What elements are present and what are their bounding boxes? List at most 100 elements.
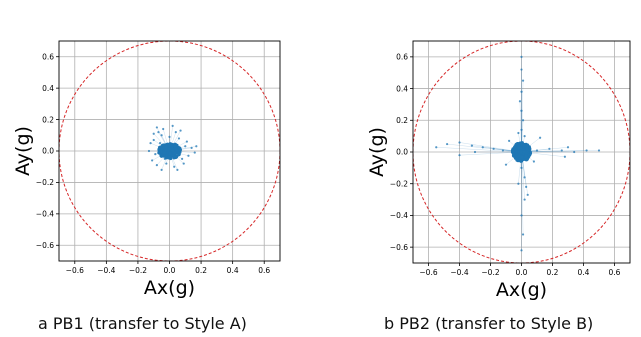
core-point [527,153,531,157]
core-point [177,152,181,157]
data-point [446,142,449,146]
y-tick-label: 0.0 [396,148,408,157]
x-tick-label: 0.0 [516,268,528,277]
data-point [560,149,563,152]
core-point [525,143,530,147]
data-point [173,165,176,168]
core-point [169,142,173,146]
x-tick-label: 0.0 [164,266,176,275]
data-point [179,129,182,132]
data-point [481,146,484,149]
data-point [174,131,177,134]
data-point [160,168,163,171]
x-axis-label: Ax(g) [144,277,195,299]
data-point [523,135,526,138]
y-tick-label: −0.2 [36,178,54,187]
data-point [520,166,523,169]
core-point [162,151,166,155]
data-point [525,185,528,188]
core-point [168,147,172,151]
plot-content [413,41,630,263]
data-point [526,193,529,196]
trace-line [521,150,600,153]
data-point [435,146,438,149]
core-point [514,153,518,158]
y-tick-label: 0.0 [42,147,54,156]
trace-line [521,80,524,153]
data-point [158,142,162,145]
y-tick-label: −0.6 [36,241,54,250]
y-tick-label: 0.4 [42,84,54,93]
x-tick-label: −0.2 [129,266,147,275]
trace-line [436,147,522,153]
data-point [539,136,542,139]
core-point [512,145,517,150]
data-point [566,146,570,149]
data-point [149,142,152,145]
caption-pb2: b PB2 (transfer to Style B) [384,314,594,333]
data-point [492,147,495,150]
data-point [521,119,525,122]
data-point [160,134,163,137]
data-point [548,147,551,150]
x-tick-label: 0.2 [195,266,207,275]
core-point [164,145,168,149]
data-point [193,151,196,154]
y-axis-label: Ay(g) [12,126,34,176]
caption-pb1: a PB1 (transfer to Style A) [38,314,247,333]
data-point [190,146,193,149]
data-point [473,150,477,154]
x-tick-label: −0.4 [97,266,115,275]
core-point [167,155,171,159]
y-tick-label: 0.4 [396,84,408,93]
data-point [154,153,157,156]
core-point [157,147,161,151]
core-point [522,150,526,154]
y-tick-label: 0.2 [42,115,54,124]
x-tick-label: 0.4 [227,266,239,275]
core-point [519,159,523,163]
data-point [458,141,461,144]
data-point [563,155,567,158]
y-tick-label: −0.6 [390,243,408,252]
trace-line [521,151,524,235]
y-tick-label: 0.2 [396,116,408,125]
data-point [521,233,525,236]
core-point [524,154,528,158]
data-point [518,100,522,103]
y-tick-label: 0.6 [396,53,408,62]
data-point [181,157,184,160]
core-point [174,147,178,151]
data-point [585,149,588,152]
x-tick-label: −0.2 [481,268,499,277]
data-point [458,154,461,157]
core-point [173,144,177,148]
x-axis-label: Ax(g) [496,279,547,301]
x-tick-label: 0.2 [547,268,559,277]
core-point [519,150,523,154]
data-point [152,138,155,142]
data-point [520,109,523,112]
data-point [520,55,523,58]
scatter-plot-pb2: −0.6 −0.4 −0.2 0.0 0.2 0.4 0.6 −0.6 −0.4 −0.2 0.0 0… [366,40,631,301]
plot-content [59,41,280,261]
y-tick-label: −0.2 [390,179,408,188]
data-point [168,135,171,138]
data-point [521,79,525,82]
data-point [573,150,576,154]
data-point [535,149,539,152]
data-point [508,139,511,142]
data-point [504,163,508,166]
y-axis-label: Ay(g) [366,127,388,177]
data-point [176,168,179,171]
core-point [522,143,526,147]
data-point [155,126,158,129]
core-point [519,141,523,145]
data-point [165,162,168,165]
data-point [185,140,188,143]
core-point [510,149,515,153]
data-point [532,160,536,163]
data-point [187,154,190,157]
x-tick-label: 0.6 [609,268,621,277]
